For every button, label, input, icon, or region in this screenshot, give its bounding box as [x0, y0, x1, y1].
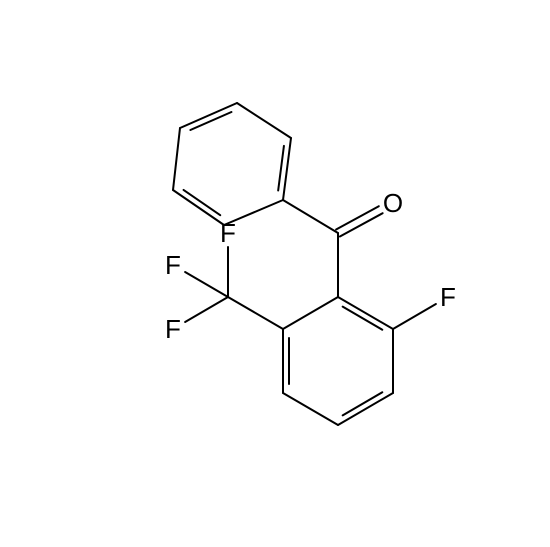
atom-label-o: O [383, 188, 403, 218]
atom-label-f: F [220, 218, 236, 248]
atom-label-f: F [165, 314, 181, 344]
atom-label-f: F [165, 250, 181, 280]
atom-label-f: F [440, 282, 456, 312]
molecule-diagram: O F F F F [0, 0, 550, 547]
